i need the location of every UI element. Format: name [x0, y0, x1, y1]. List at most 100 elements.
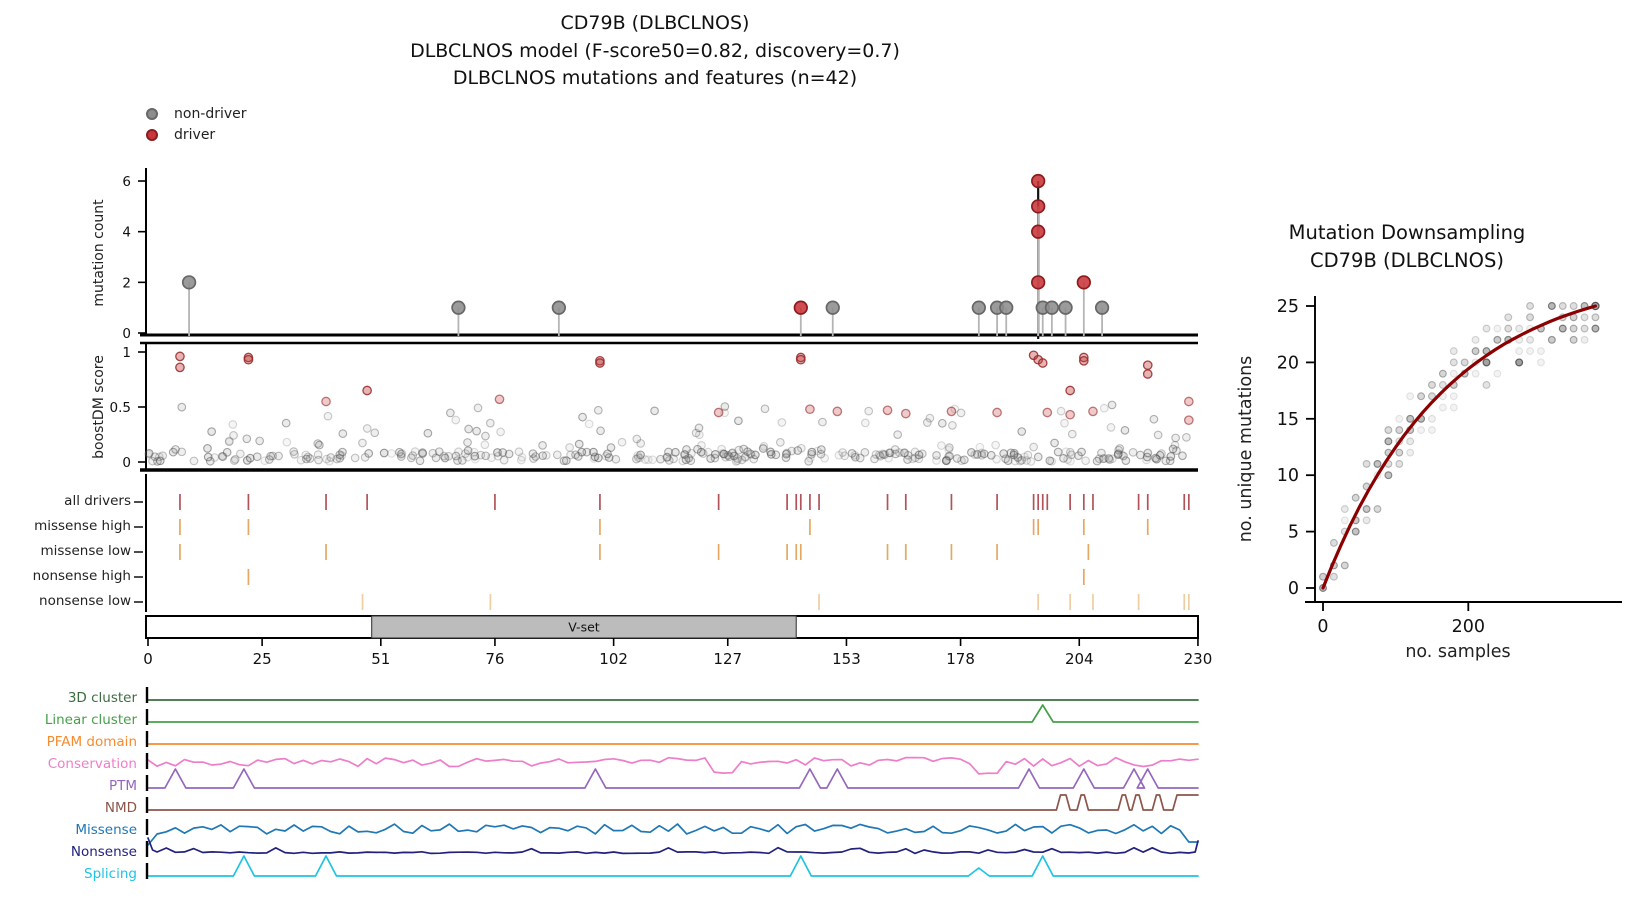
boostdm-point — [487, 453, 496, 463]
needle-y-tick-label: 2 — [122, 275, 131, 291]
boostdm-driver-point — [1042, 407, 1053, 418]
ds-dot — [1449, 403, 1458, 412]
boostdm-point — [396, 452, 406, 461]
boostdm-point — [890, 445, 900, 454]
ds-dot — [1515, 358, 1524, 367]
boostdm-point — [945, 451, 954, 461]
boostdm-point — [721, 452, 730, 462]
boostdm-point — [171, 445, 180, 454]
boostdm-driver-point — [882, 405, 893, 416]
boostdm-point — [914, 450, 924, 460]
boostdm-point — [991, 440, 1000, 450]
boostdm-point — [577, 447, 587, 457]
boostdm-point — [1170, 440, 1180, 450]
boostdm-point — [158, 451, 168, 461]
boostdm-point — [813, 446, 822, 456]
boostdm-point — [379, 448, 389, 458]
boostdm-point — [463, 452, 472, 462]
boostdm-point — [682, 445, 691, 454]
boostdm-point — [900, 448, 909, 458]
ds-dot — [1558, 324, 1567, 333]
boostdm-point — [870, 454, 879, 464]
boostdm-driver-point — [1142, 369, 1153, 379]
ds-dot — [1428, 381, 1436, 389]
boostdm-point — [678, 456, 688, 466]
boostdm-point — [481, 451, 491, 461]
boostdm-point — [362, 424, 372, 433]
boostdm-point — [1107, 400, 1117, 410]
boostdm-point — [734, 416, 743, 426]
boostdm-point — [335, 450, 345, 460]
boostdm-driver-point — [595, 358, 605, 368]
ds-x-tick-label: 200 — [1452, 617, 1485, 637]
boostdm-point — [395, 447, 404, 457]
figure-title: CD79B (DLBCLNOS) DLBCLNOS model (F-score… — [155, 10, 1155, 93]
boostdm-point — [885, 448, 895, 458]
row-label-all-drivers: all drivers — [64, 493, 131, 509]
boostdm-point — [910, 453, 920, 463]
boostdm-point — [711, 449, 720, 459]
boostdm-point — [944, 445, 954, 455]
boostdm-point — [1059, 453, 1068, 463]
boostdm-point — [782, 448, 792, 458]
ds-dot — [1373, 459, 1382, 468]
downsampling-title-line1: Mutation Downsampling — [1288, 221, 1526, 244]
boostdm-point — [847, 448, 857, 458]
boostdm-point — [514, 447, 524, 457]
boostdm-point — [454, 447, 463, 457]
boostdm-driver-point — [175, 362, 185, 373]
boostdm-point — [1143, 449, 1152, 458]
ds-dot — [1471, 369, 1480, 378]
boostdm-point — [224, 437, 234, 446]
boostdm-point — [529, 454, 538, 463]
ds-dot — [1504, 324, 1513, 333]
boostdm-driver-point — [832, 406, 843, 417]
boostdm-point — [207, 427, 216, 436]
boostdm-point — [771, 450, 781, 460]
boostdm-point — [1114, 445, 1124, 455]
boostdm-point — [977, 448, 986, 458]
boostdm-point — [1168, 444, 1178, 454]
boostdm-point — [338, 429, 348, 438]
boostdm-point — [1121, 456, 1131, 465]
ds-dot — [1329, 538, 1338, 547]
feature-line-Splicing — [147, 855, 1199, 877]
ds-dot — [1329, 538, 1338, 547]
boostdm-point — [335, 453, 345, 463]
boostdm-point — [648, 455, 657, 465]
boostdm-point — [296, 455, 306, 465]
boostdm-point — [1099, 403, 1109, 413]
ds-dot — [1428, 392, 1436, 401]
boostdm-point — [584, 419, 594, 429]
ds-dot — [1536, 358, 1545, 367]
boostdm-point — [155, 456, 165, 466]
boostdm-driver-point — [900, 408, 911, 419]
boostdm-point — [1128, 447, 1138, 457]
boostdm-point — [1060, 418, 1069, 428]
ds-dot — [1591, 313, 1600, 322]
boostdm-point — [1020, 452, 1029, 462]
boostdm-point — [959, 455, 969, 465]
boostdm-point — [1115, 444, 1125, 453]
boostdm-point — [1149, 414, 1159, 424]
ds-dot — [1493, 369, 1502, 378]
boostdm-point — [1017, 455, 1027, 465]
boostdm-point — [476, 450, 486, 460]
boostdm-point — [775, 437, 785, 447]
boostdm-point — [281, 418, 291, 428]
needle-y-tick-label: 4 — [122, 225, 131, 241]
boostdm-point — [485, 418, 495, 428]
boostdm-point — [473, 403, 483, 413]
boostdm-point — [932, 451, 941, 460]
boostdm-point — [942, 455, 952, 465]
downsampling-title-line2: CD79B (DLBCLNOS) — [1310, 249, 1504, 272]
boostdm-point — [225, 436, 234, 446]
ds-dot — [1362, 505, 1371, 513]
boostdm-point — [662, 453, 671, 462]
boostdm-point — [596, 426, 605, 436]
boostdm-point — [1143, 448, 1153, 458]
ds-dot — [1558, 324, 1567, 333]
boostdm-point — [552, 450, 562, 460]
boostdm-point — [903, 455, 912, 464]
boostdm-point — [203, 444, 212, 453]
